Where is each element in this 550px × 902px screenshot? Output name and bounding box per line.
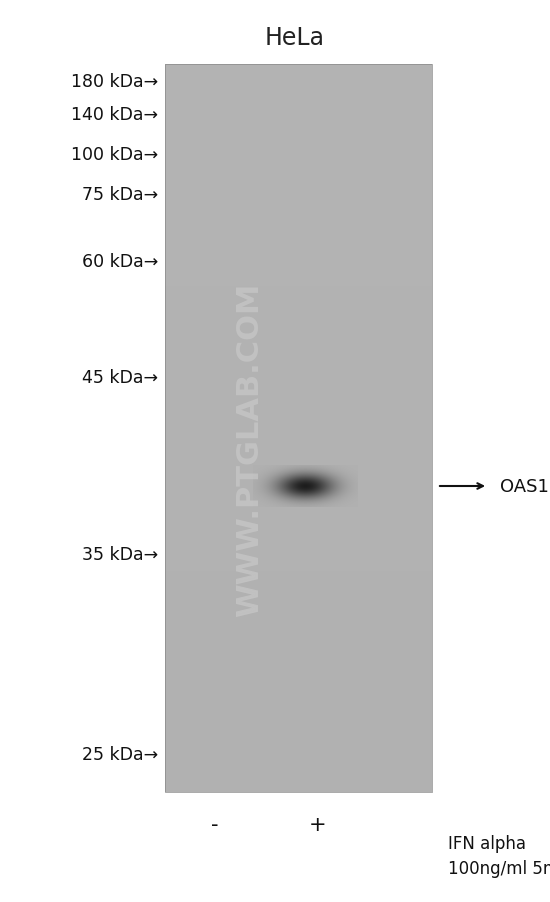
Text: IFN alpha
100ng/ml 5min: IFN alpha 100ng/ml 5min (448, 834, 550, 877)
Text: 60 kDa→: 60 kDa→ (82, 253, 158, 271)
Text: HeLa: HeLa (265, 26, 325, 50)
Text: WWW.PTGLAB.COM: WWW.PTGLAB.COM (235, 282, 265, 616)
Text: 35 kDa→: 35 kDa→ (82, 546, 158, 564)
Text: -: - (211, 815, 219, 834)
Bar (165, 65, 432, 792)
Text: 45 kDa→: 45 kDa→ (82, 369, 158, 387)
Text: 75 kDa→: 75 kDa→ (82, 186, 158, 204)
Text: 180 kDa→: 180 kDa→ (71, 73, 158, 91)
Text: 100 kDa→: 100 kDa→ (71, 146, 158, 164)
Text: 140 kDa→: 140 kDa→ (71, 106, 158, 124)
Text: 25 kDa→: 25 kDa→ (82, 745, 158, 763)
Text: OAS1: OAS1 (500, 477, 549, 495)
Text: +: + (309, 815, 327, 834)
